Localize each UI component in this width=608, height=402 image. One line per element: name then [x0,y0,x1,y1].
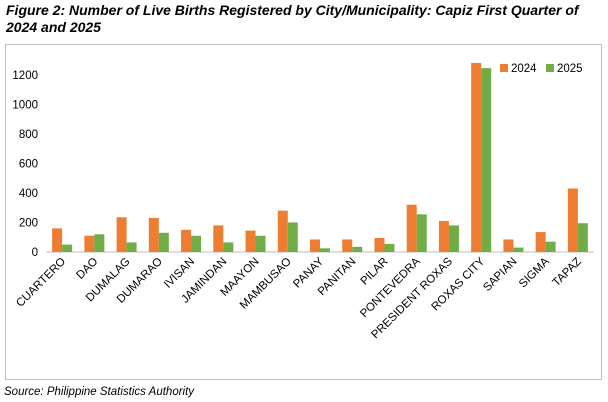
x-tick-label: CUARTERO [14,256,68,310]
bar-2025-president-roxas [448,225,459,252]
x-tick-label: SAPIAN [481,256,519,294]
legend-swatch-2024 [500,64,508,72]
bar-2024-dumarao [148,218,159,252]
bar-2024-panay [310,239,320,252]
bar-2024-panitan [342,239,353,252]
bar-2024-jamindan [213,225,224,252]
source-note: Source: Philippine Statistics Authority [4,386,195,398]
bar-2025-roxas-city [481,68,492,252]
bar-2024-president-roxas [438,220,449,252]
bar-2025-maayon [255,235,266,252]
bar-2024-sapian [503,239,514,252]
x-tick-label: SIGMA [517,255,552,290]
chart-frame [5,44,602,380]
bar-2025-panitan [352,246,363,252]
y-tick-label: 0 [32,247,38,259]
bar-2024-dumalag [116,217,127,252]
bar-2025-ivisan [191,235,202,252]
bar-2024-ivisan [181,229,192,252]
y-tick-label: 600 [19,158,38,170]
bar-2024-dao [84,235,95,252]
bar-2025-jamindan [223,242,234,252]
figure-title: Figure 2: Number of Live Births Register… [6,2,579,35]
x-tick-label: DAO [74,256,100,282]
legend-swatch-2025 [546,64,554,72]
bar-2024-sigma [535,232,546,252]
x-tick-label: TAPAZ [551,256,584,289]
bar-2025-dumarao [158,232,169,252]
legend-label-2025: 2025 [557,63,583,75]
y-tick-label: 800 [19,129,38,141]
y-tick-label: 200 [19,217,38,229]
y-tick-label: 1200 [12,70,38,82]
bar-2025-pontevedra [416,214,427,252]
bar-2024-mambusao [277,210,288,252]
bar-2024-roxas-city [471,62,482,253]
bar-2025-dumalag [126,242,137,252]
bar-2025-tapaz [577,223,588,252]
bar-2025-pilar [384,243,395,252]
bar-2024-cuartero [52,228,63,252]
bar-2025-mambusao [287,222,298,252]
bar-2024-maayon [245,230,256,252]
bar-2024-pilar [374,237,385,252]
bar-2024-pontevedra [406,204,417,252]
y-tick-label: 400 [19,188,38,200]
bar-2025-dao [94,234,105,252]
bar-2025-panay [320,248,330,252]
legend-label-2024: 2024 [511,63,537,75]
bar-2025-sigma [545,241,556,252]
bar-2025-cuartero [62,244,73,252]
bar-2025-sapian [513,247,524,252]
bar-2024-tapaz [567,188,578,252]
y-tick-label: 1000 [12,99,38,111]
